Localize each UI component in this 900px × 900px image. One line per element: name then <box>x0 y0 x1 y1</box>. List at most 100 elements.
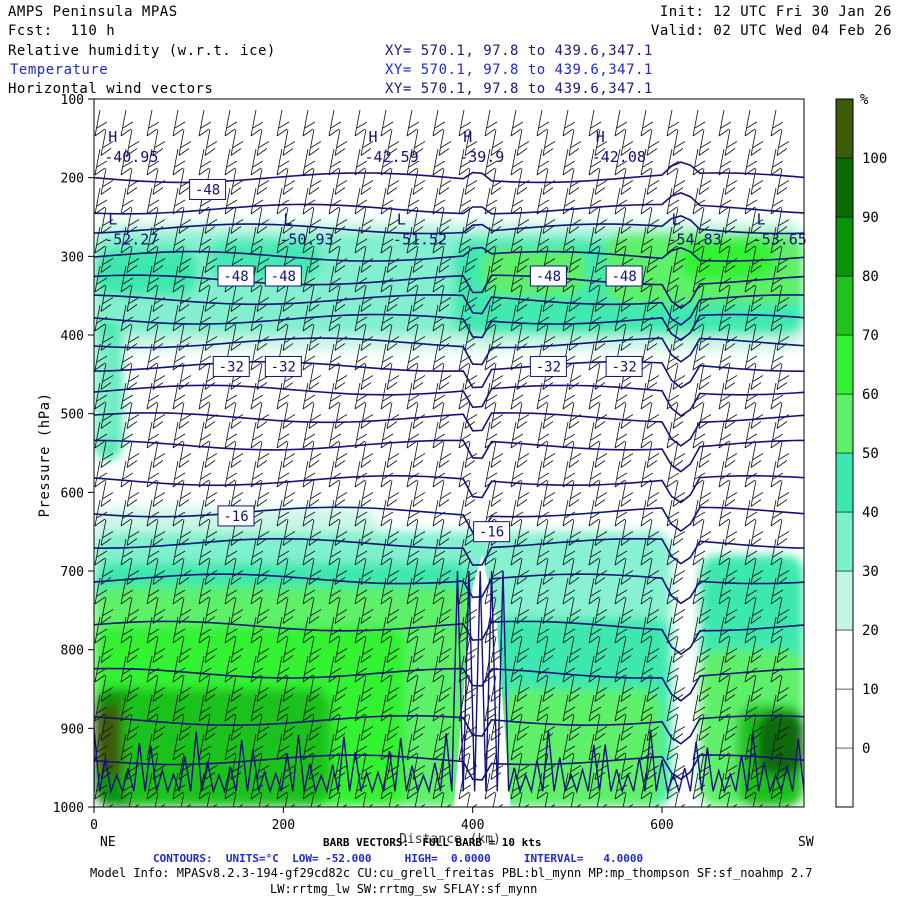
wind-barb <box>776 363 790 390</box>
wind-barb <box>724 285 738 312</box>
wind-barb <box>230 714 244 741</box>
wind-barb <box>620 636 634 663</box>
wind-barb <box>510 148 524 176</box>
wind-barb <box>438 714 452 741</box>
wind-barb <box>302 460 316 488</box>
wind-barb <box>438 363 452 390</box>
wind-barb <box>770 304 784 332</box>
wind-barb <box>640 616 654 644</box>
wind-barb <box>620 675 634 702</box>
wind-barb <box>380 499 394 527</box>
wind-barb <box>620 480 634 507</box>
wind-barb <box>204 441 218 468</box>
wind-barb <box>438 246 452 273</box>
wind-barb <box>152 480 166 507</box>
wind-barb <box>542 129 556 156</box>
x-right-label: SW <box>798 835 814 850</box>
wind-barb <box>718 304 732 332</box>
wind-barb <box>510 538 524 566</box>
wind-barb <box>334 480 348 507</box>
wind-barb <box>588 304 602 332</box>
wind-barb <box>692 772 706 800</box>
wind-barb <box>438 480 452 507</box>
wind-barb <box>146 265 160 293</box>
wind-barb <box>386 636 400 663</box>
wind-barb <box>726 792 738 807</box>
wind-barb <box>700 792 712 807</box>
wind-barb <box>744 109 758 137</box>
contour-label-box <box>217 265 255 287</box>
wind-barb <box>646 324 660 351</box>
wind-barb <box>770 226 784 254</box>
wind-barb <box>718 499 732 527</box>
extremum-marker: L <box>108 211 117 229</box>
wind-barb <box>510 733 524 761</box>
wind-barb <box>588 226 602 254</box>
temperature-contour <box>94 475 804 504</box>
wind-barb <box>146 694 160 722</box>
wind-barb <box>490 480 504 507</box>
wind-barb <box>178 636 192 663</box>
wind-barb <box>100 480 114 507</box>
wind-barb <box>100 129 114 156</box>
temperature-contour <box>94 667 804 702</box>
wind-barb <box>354 304 368 332</box>
wind-barb <box>752 792 764 807</box>
wind-barb <box>666 109 680 137</box>
wind-barb <box>640 382 654 410</box>
wind-barb <box>256 636 270 663</box>
wind-barb <box>100 363 114 390</box>
wind-barb <box>120 577 134 605</box>
wind-barb <box>536 655 550 683</box>
wind-barb <box>568 129 582 156</box>
wind-barb <box>180 792 192 807</box>
colorbar-swatch <box>835 216 854 277</box>
wind-barb <box>328 343 342 371</box>
wind-barb <box>724 519 738 546</box>
wind-barb <box>466 792 478 807</box>
wind-barb <box>458 499 472 527</box>
wind-barb <box>724 675 738 702</box>
wind-barb <box>692 538 706 566</box>
wind-barb <box>672 129 686 156</box>
wind-barb <box>640 577 654 605</box>
colorbar-label: 0 <box>862 741 870 757</box>
wind-barb <box>438 636 452 663</box>
wind-barb <box>204 714 218 741</box>
wind-barb <box>698 246 712 273</box>
init-time: Init: 12 UTC Fri 30 Jan 26 <box>659 4 892 20</box>
wind-barb <box>308 129 322 156</box>
colorbar-label: 80 <box>862 269 879 285</box>
temperature-contour <box>94 215 804 235</box>
wind-barb <box>750 675 764 702</box>
wind-barb <box>386 129 400 156</box>
colorbar-swatch <box>835 334 854 395</box>
wind-barb <box>724 714 738 741</box>
humidity-region <box>680 240 776 280</box>
wind-barb <box>256 480 270 507</box>
extremum-marker: L <box>757 211 766 229</box>
wind-barb <box>302 109 316 137</box>
wind-barb <box>204 636 218 663</box>
wind-barb <box>562 148 576 176</box>
wind-barb <box>360 441 374 468</box>
wind-barb <box>666 226 680 254</box>
colorbar-swatch <box>835 275 854 336</box>
wind-barb <box>464 168 478 195</box>
wind-barb <box>776 597 790 624</box>
contour-label-box <box>189 178 227 200</box>
extremum-marker: H <box>463 128 472 146</box>
wind-barb <box>360 519 374 546</box>
temperature-contour <box>94 714 804 745</box>
wind-barb <box>94 772 108 800</box>
y-tick-label: 200 <box>61 172 84 187</box>
wind-barb <box>126 480 140 507</box>
temperature-contour <box>94 274 804 310</box>
contour-label: -32 <box>529 355 567 377</box>
wind-barb <box>204 129 218 156</box>
wind-barb <box>666 382 680 410</box>
wind-barb <box>770 148 784 176</box>
wind-barb <box>744 499 758 527</box>
wind-barb <box>178 675 192 702</box>
